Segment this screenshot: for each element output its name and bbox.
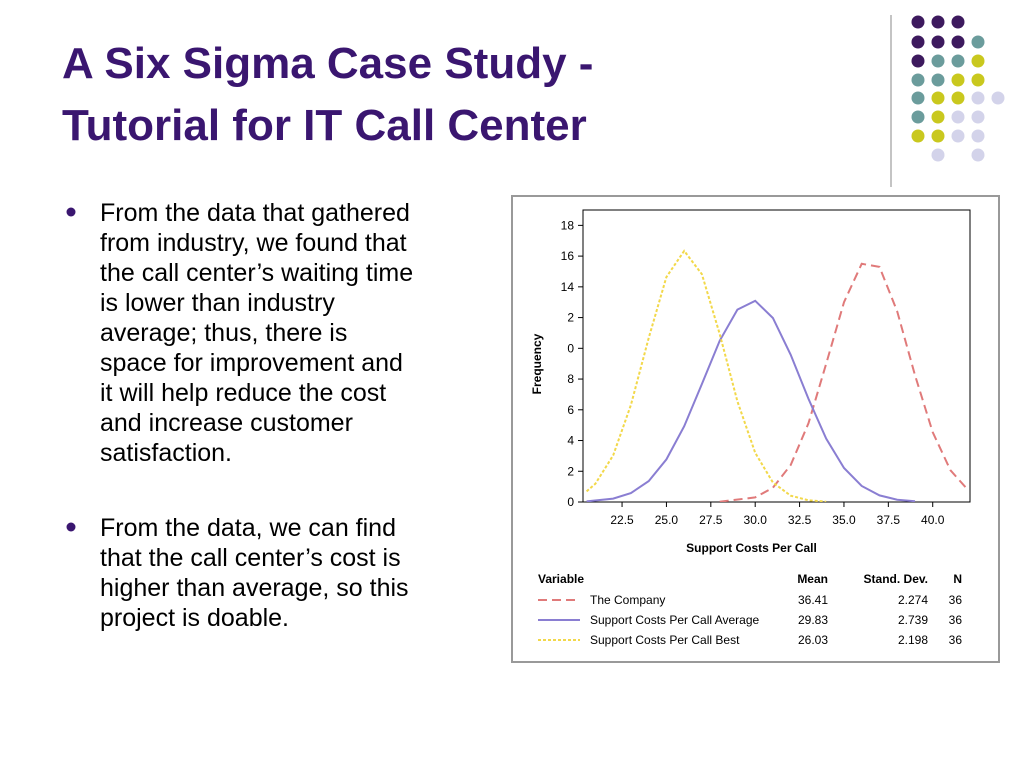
y-tick-label: 8 [567,372,574,386]
bullet-text: the call center’s waiting time [100,259,413,287]
bullet-text: that the call center’s cost is [100,544,401,572]
plot-area [582,209,971,503]
bullet-text: project is doable. [100,604,289,632]
legend-n: 36 [949,593,963,607]
legend-header: Mean [797,572,828,586]
y-tick-label: 16 [561,249,575,263]
x-tick-label: 35.0 [832,513,856,527]
legend-name: The Company [590,593,665,607]
bullet-text: from industry, we found that [100,229,407,257]
legend-header: Variable [538,572,584,586]
y-tick-label: 18 [561,218,575,232]
x-tick-label: 37.5 [877,513,901,527]
legend-mean: 36.41 [798,593,828,607]
y-tick-label: 4 [567,434,574,448]
x-tick-label: 40.0 [921,513,945,527]
decor-dots [911,15,1005,162]
bullet-text: and increase customer [100,409,353,437]
y-tick-label: 14 [561,280,575,294]
bullet-text: space for improvement and [100,349,403,377]
chart-frame [511,195,1000,663]
x-tick-label: 32.5 [788,513,812,527]
x-tick-label: 30.0 [744,513,768,527]
legend-n: 36 [949,633,963,647]
bullet-text: it will help reduce the cost [100,379,386,407]
x-tick-label: 25.0 [655,513,679,527]
x-tick-label: 27.5 [699,513,723,527]
bullet-dot [66,207,76,217]
series-line [586,299,916,502]
bullet-text: satisfaction. [100,439,232,467]
legend-header: N [953,572,962,586]
legend-header: Stand. Dev. [864,572,928,586]
y-tick-label: 6 [567,403,574,417]
legend-name: Support Costs Per Call Average [590,613,760,627]
bullet-text: is lower than industry [100,289,335,317]
bullet-text: From the data that gathered [100,199,410,227]
y-tick-label: 0 [567,495,574,509]
legend-mean: 29.83 [798,613,828,627]
legend-stdev: 2.198 [898,633,928,647]
x-axis-label: Support Costs Per Call [686,541,817,555]
x-tick-label: 22.5 [610,513,634,527]
bullet-text: higher than average, so this [100,574,409,602]
y-tick-label: 0 [567,341,574,355]
bullet-text: From the data, we can find [100,514,396,542]
slide-title: A Six Sigma Case Study - [62,39,593,88]
legend-stdev: 2.739 [898,613,928,627]
y-tick-label: 2 [567,311,574,325]
legend-name: Support Costs Per Call Best [590,633,740,647]
legend-mean: 26.03 [798,633,828,647]
y-axis-label: Frequency [530,333,544,394]
slide-title: Tutorial for IT Call Center [62,101,587,150]
bullet-text: average; thus, there is [100,319,347,347]
legend-n: 36 [949,613,963,627]
legend-stdev: 2.274 [898,593,928,607]
y-tick-label: 2 [567,464,574,478]
series-line [585,249,827,502]
bullet-dot [66,522,76,532]
